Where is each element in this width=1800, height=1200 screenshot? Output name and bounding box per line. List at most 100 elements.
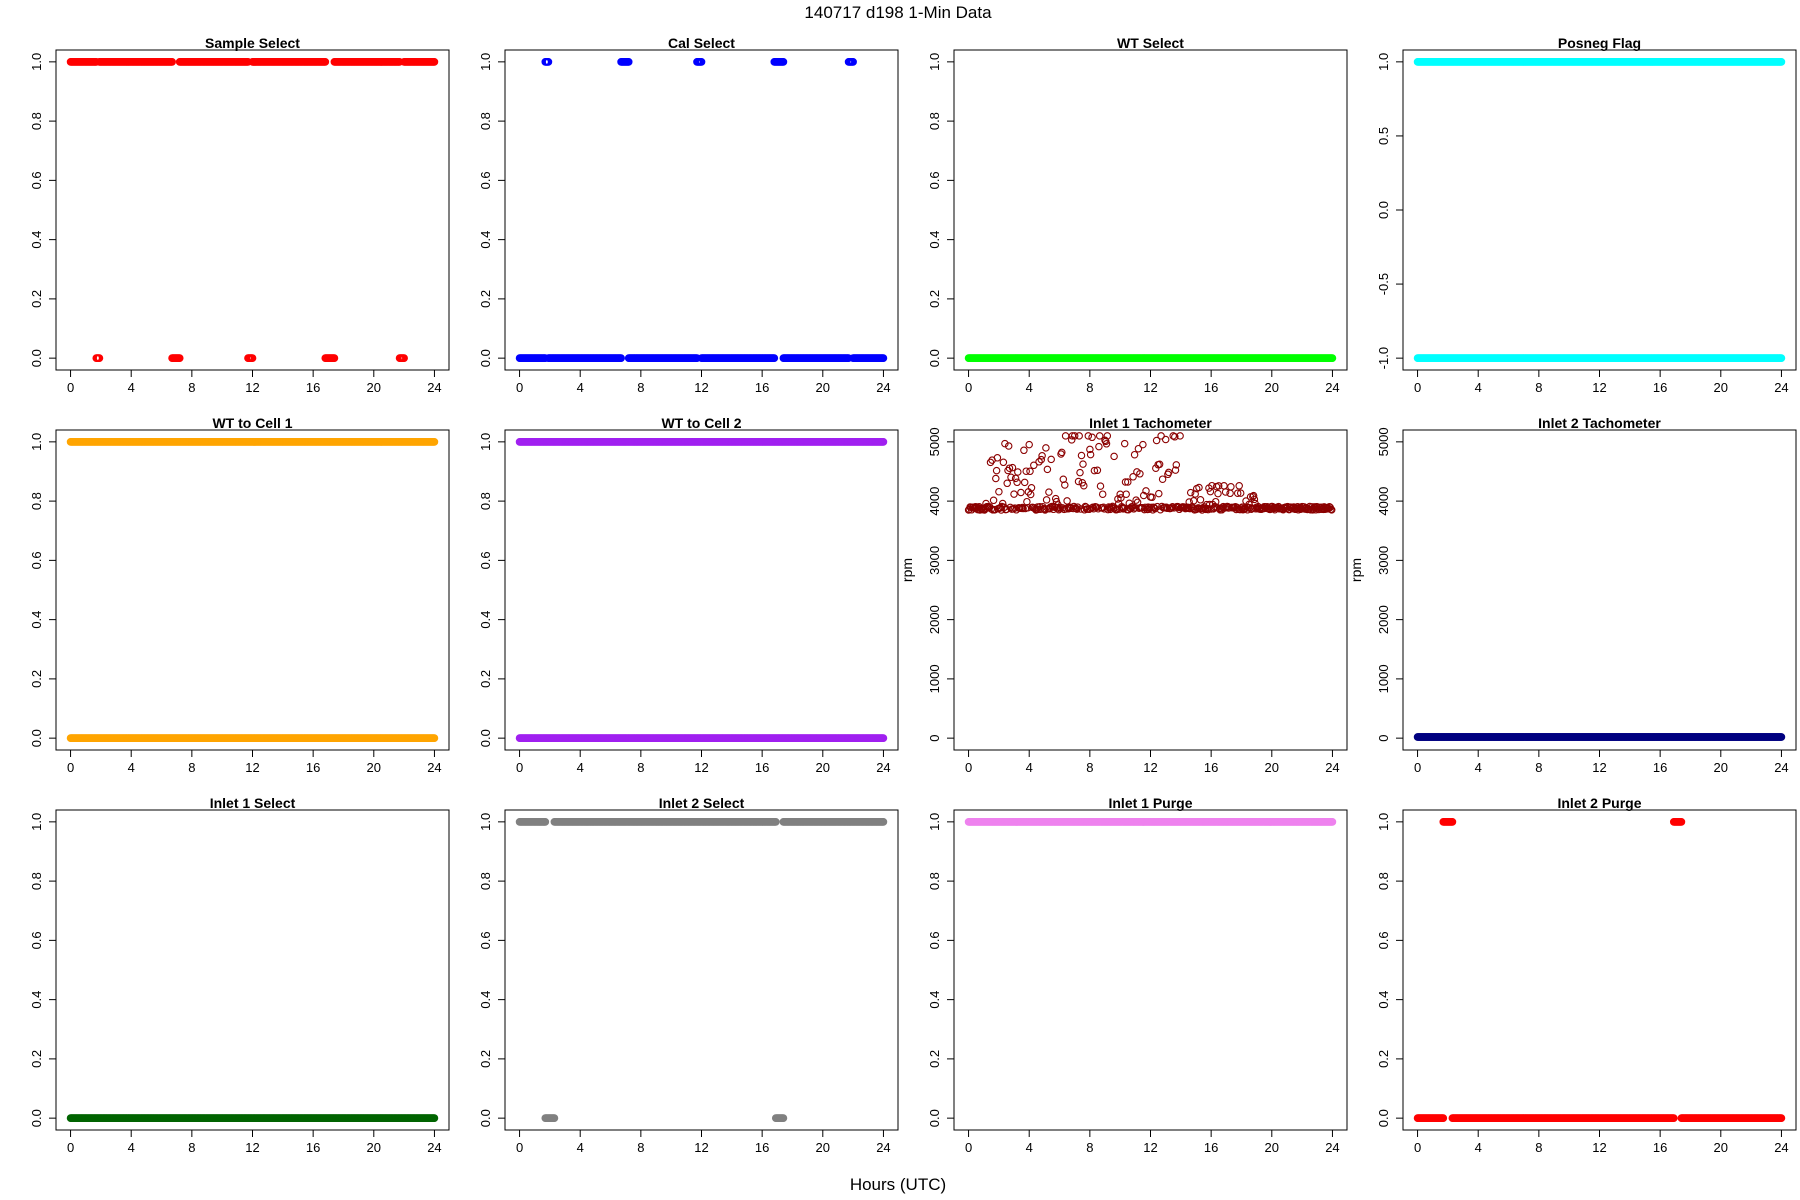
x-tick-label: 16	[755, 380, 769, 395]
x-tick-label: 12	[245, 380, 259, 395]
x-tick-label: 16	[1204, 380, 1218, 395]
panel-title: Inlet 1 Tachometer	[1089, 415, 1212, 431]
x-tick-label: 24	[1325, 760, 1339, 775]
data-point	[1043, 465, 1052, 474]
data-point	[1017, 488, 1025, 497]
plot-frame	[504, 429, 899, 751]
x-tick-label: 16	[306, 380, 320, 395]
y-tick-label: 0.2	[29, 670, 44, 688]
y-tick-label: 0.6	[927, 171, 942, 189]
y-tick-label: 0.0	[29, 349, 44, 367]
panel-title: WT to Cell 1	[212, 415, 292, 431]
x-tick-label: 24	[427, 380, 441, 395]
x-tick-label: 20	[1265, 760, 1279, 775]
y-tick-label: 0.4	[478, 611, 493, 629]
data-point	[1095, 442, 1103, 451]
x-tick-label: 8	[1535, 380, 1542, 395]
y-tick-label: 1.0	[29, 433, 44, 451]
x-tick-label: 12	[245, 760, 259, 775]
data-point	[95, 354, 104, 362]
x-tick-label: 0	[516, 380, 523, 395]
y-tick-label: 0.2	[478, 290, 493, 308]
data-point	[175, 354, 184, 362]
data-point	[992, 474, 1000, 483]
panel-title: Sample Select	[205, 35, 300, 51]
x-tick-label: 12	[694, 760, 708, 775]
data-point	[1007, 473, 1015, 482]
data-point	[999, 458, 1008, 467]
y-tick-label: 0.8	[29, 112, 44, 130]
x-tick-label: 20	[1265, 380, 1279, 395]
panel-title: Cal Select	[668, 35, 735, 51]
data-point	[1214, 489, 1222, 498]
data-point	[697, 58, 706, 66]
data-point	[1079, 460, 1087, 468]
data-point	[989, 496, 998, 505]
y-tick-label: -0.5	[1376, 273, 1391, 295]
data-point	[1221, 488, 1230, 496]
data-point	[1003, 479, 1011, 488]
y-tick-label: 0.4	[29, 231, 44, 249]
x-tick-label: 4	[128, 380, 135, 395]
data-point	[1061, 432, 1070, 440]
x-tick-label: 8	[1086, 380, 1093, 395]
y-tick-label: 0.5	[1376, 127, 1391, 145]
data-point	[1076, 468, 1084, 477]
x-tick-label: 12	[1143, 760, 1157, 775]
y-tick-label: 0.6	[478, 551, 493, 569]
x-tick-label: 8	[188, 760, 195, 775]
data-point	[1120, 439, 1129, 448]
data-point	[1063, 497, 1071, 505]
data-point	[779, 58, 788, 66]
y-tick-label: 0	[927, 735, 942, 742]
y-tick-label: 0.8	[927, 112, 942, 130]
x-tick-label: 20	[816, 760, 830, 775]
x-tick-label: 4	[1475, 380, 1482, 395]
data-points	[515, 58, 888, 362]
y-tick-label: 4000	[927, 487, 942, 516]
data-point	[321, 58, 330, 66]
y-tick-label: 0.0	[478, 349, 493, 367]
y-tick-label: 0.0	[29, 729, 44, 747]
data-point	[330, 354, 339, 362]
y-tick-label: 1.0	[478, 433, 493, 451]
x-tick-label: 20	[367, 760, 381, 775]
y-tick-label: 0.6	[478, 171, 493, 189]
panel-title: WT to Cell 2	[661, 415, 741, 431]
data-point	[1098, 490, 1107, 498]
data-point	[1020, 478, 1029, 487]
data-point	[430, 58, 439, 66]
data-point	[992, 466, 1001, 475]
y-tick-label: 3000	[927, 546, 942, 575]
y-tick-label: 0.4	[478, 231, 493, 249]
data-point	[1088, 433, 1096, 442]
y-tick-label: 0.4	[927, 231, 942, 249]
data-point	[1096, 482, 1105, 490]
y-tick-label: 0.0	[1376, 201, 1391, 219]
data-point	[1139, 440, 1147, 449]
data-point	[1122, 490, 1130, 498]
data-point	[1045, 488, 1053, 496]
x-tick-label: 12	[1143, 380, 1157, 395]
y-tick-label: 0.6	[29, 551, 44, 569]
y-tick-label: 0.8	[478, 112, 493, 130]
data-point	[1023, 497, 1031, 506]
x-tick-label: 12	[1592, 380, 1606, 395]
data-points	[66, 438, 439, 742]
data-point	[1042, 496, 1051, 504]
y-tick-label: 1.0	[478, 53, 493, 71]
data-point	[849, 58, 857, 66]
y-tick-label: -1.0	[1376, 347, 1391, 369]
page-title: 140717 d198 1-Min Data	[804, 3, 992, 22]
data-point	[248, 354, 257, 362]
data-point	[624, 58, 633, 66]
data-point	[1075, 432, 1083, 440]
data-point	[1042, 444, 1050, 452]
panels: Sample Select 0 4 8 12 16 20 24 0.0 0.2 0.4 0.6 0.8 1…	[29, 35, 1797, 1155]
